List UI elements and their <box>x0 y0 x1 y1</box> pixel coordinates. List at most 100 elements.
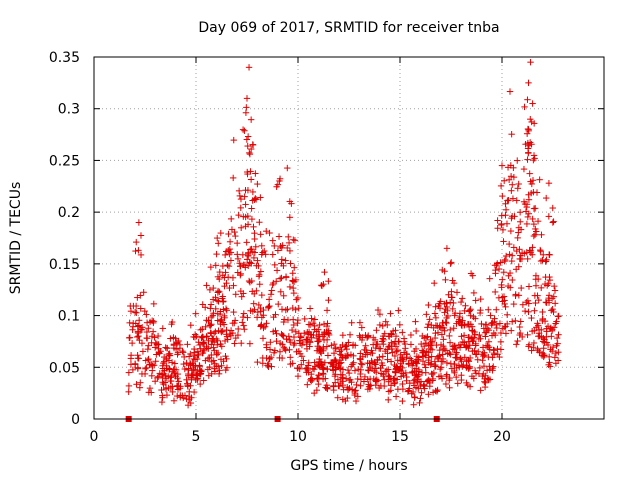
data-point <box>397 360 405 367</box>
data-point <box>254 358 261 366</box>
data-point <box>508 327 515 334</box>
data-point <box>551 287 559 294</box>
data-point <box>525 300 532 307</box>
data-point <box>174 370 182 378</box>
data-point <box>496 320 504 327</box>
data-point <box>334 376 342 383</box>
data-point <box>273 267 281 274</box>
data-point <box>551 354 559 361</box>
data-point <box>495 265 503 273</box>
data-point <box>217 320 224 328</box>
data-point <box>287 260 294 267</box>
data-point <box>232 334 239 342</box>
data-point <box>300 357 307 364</box>
data-point <box>406 379 413 387</box>
data-point <box>172 366 180 374</box>
data-point <box>364 333 372 340</box>
data-point <box>146 384 154 392</box>
data-point <box>257 268 265 275</box>
data-point <box>486 275 493 282</box>
data-point <box>217 340 224 348</box>
data-point <box>127 307 135 315</box>
data-point <box>332 344 339 352</box>
data-point <box>263 227 270 235</box>
data-point <box>337 371 345 378</box>
data-point <box>210 284 217 292</box>
data-point <box>143 364 150 372</box>
data-point <box>541 336 548 343</box>
data-point <box>482 342 490 349</box>
data-point <box>523 249 530 256</box>
plot-frame <box>93 56 605 420</box>
data-point <box>278 306 286 313</box>
data-point <box>391 380 398 387</box>
data-point <box>529 215 536 223</box>
data-point <box>316 321 323 329</box>
data-point <box>502 303 509 311</box>
data-point <box>249 197 256 204</box>
data-point <box>246 259 254 266</box>
data-point <box>517 284 525 292</box>
data-point <box>485 338 493 345</box>
data-point <box>530 232 538 240</box>
data-point <box>291 340 298 347</box>
y-tick-label: 0.2 <box>58 205 80 221</box>
data-point <box>166 365 173 373</box>
data-point <box>149 362 156 369</box>
data-point <box>297 340 304 347</box>
data-point <box>384 356 391 363</box>
data-point <box>344 394 351 402</box>
chart-title: Day 069 of 2017, SRMTID for receiver tnb… <box>198 20 499 36</box>
data-point <box>314 343 321 350</box>
data-point <box>229 329 237 337</box>
data-point <box>359 334 366 341</box>
data-point <box>275 233 283 240</box>
data-point <box>170 397 178 404</box>
data-point <box>243 239 250 246</box>
data-point <box>319 370 327 377</box>
data-point <box>524 297 532 304</box>
data-point <box>517 329 524 337</box>
data-point <box>385 376 393 383</box>
data-point <box>149 328 157 335</box>
data-point <box>224 336 231 343</box>
data-point <box>156 350 163 357</box>
data-point <box>525 142 533 149</box>
data-point <box>125 369 133 376</box>
data-point <box>142 357 149 364</box>
data-point <box>217 229 224 237</box>
data-point <box>339 375 347 382</box>
data-point <box>278 274 285 282</box>
data-point <box>286 346 293 353</box>
data-point <box>282 257 289 264</box>
data-point <box>303 345 311 353</box>
data-point <box>542 258 549 265</box>
data-point <box>494 260 501 267</box>
data-point <box>391 379 399 387</box>
data-point <box>394 357 401 364</box>
data-point <box>255 301 263 309</box>
data-point <box>529 100 536 107</box>
data-point <box>169 388 176 396</box>
data-point <box>399 380 406 388</box>
data-point <box>461 321 468 328</box>
data-point <box>197 368 205 375</box>
data-point <box>530 220 538 228</box>
data-point <box>553 334 561 342</box>
data-point <box>525 308 532 316</box>
data-point <box>357 350 364 357</box>
data-point <box>256 271 263 279</box>
data-point <box>485 306 492 313</box>
data-point <box>519 301 527 308</box>
data-point <box>176 341 184 349</box>
data-point <box>195 339 202 346</box>
data-point <box>135 219 143 226</box>
data-point <box>259 360 267 367</box>
data-point <box>394 347 402 354</box>
data-point <box>476 364 484 372</box>
data-point <box>380 340 387 348</box>
data-point <box>431 279 438 287</box>
data-point <box>323 343 331 350</box>
data-point <box>526 170 533 177</box>
